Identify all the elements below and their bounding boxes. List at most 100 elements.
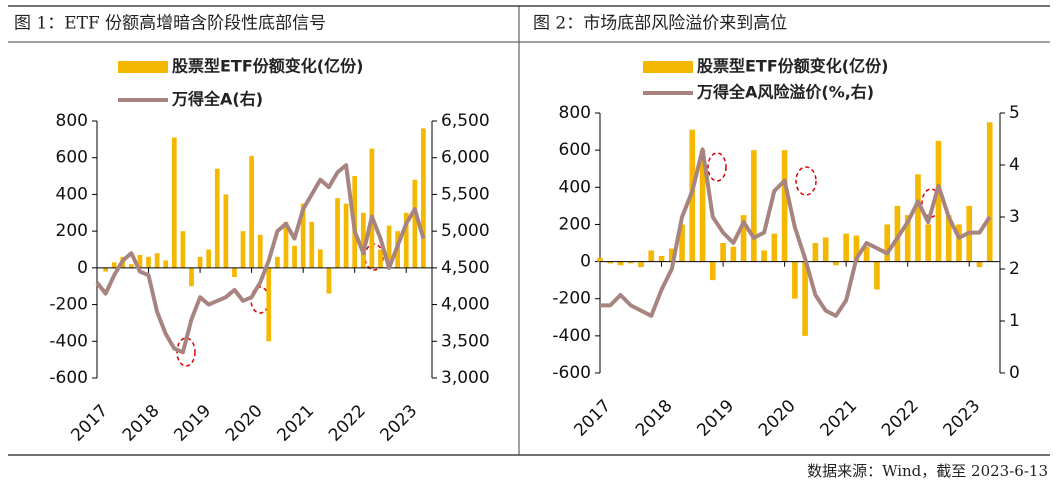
bar: [163, 260, 169, 268]
bar: [740, 215, 747, 262]
x-tick-label: 2018: [632, 396, 677, 441]
y-tick-label: 600: [56, 148, 88, 168]
y2-tick-label: 0: [1009, 363, 1020, 383]
y2-tick-label: 6,000: [441, 148, 490, 168]
bar: [292, 245, 297, 268]
bar: [412, 179, 418, 268]
legend-swatch: [118, 61, 168, 73]
y-tick-label: -200: [552, 289, 591, 309]
bar: [335, 198, 340, 268]
bar: [627, 261, 634, 264]
x-tick-label: 2021: [816, 396, 861, 441]
bar: [249, 155, 254, 268]
legend-label: 股票型ETF份额变化(亿份): [172, 57, 363, 76]
bar: [275, 256, 280, 268]
bar: [180, 231, 186, 268]
bar: [129, 264, 134, 268]
bar: [771, 233, 778, 262]
highlight: [707, 152, 727, 182]
bar: [206, 249, 212, 268]
highlight: [795, 166, 817, 196]
bar: [751, 150, 757, 262]
y-tick-label: 200: [56, 221, 88, 241]
bar: [904, 215, 911, 262]
bar: [326, 267, 332, 294]
bar: [956, 224, 962, 262]
bar: [812, 243, 819, 262]
y-tick-label: -400: [49, 331, 88, 351]
bar: [343, 203, 349, 268]
bar: [730, 246, 737, 262]
bar: [945, 215, 952, 262]
bar: [884, 224, 891, 262]
x-tick-label: 2020: [755, 396, 800, 441]
y2-tick-label: 4,000: [441, 295, 490, 315]
x-tick-label: 2017: [67, 401, 112, 446]
y2-tick-label: 6,500: [441, 111, 490, 131]
bar: [699, 150, 706, 262]
bar: [720, 243, 726, 262]
legend-label: 万得全A风险溢价(%,右): [696, 83, 874, 102]
bar: [240, 231, 246, 268]
chart-title: 图 2：市场底部风险溢价来到高位: [533, 14, 787, 34]
bar: [792, 261, 798, 299]
bar: [309, 221, 315, 268]
bar: [146, 256, 151, 268]
x-tick-label: 2022: [878, 396, 923, 441]
bar: [103, 267, 108, 272]
bar: [638, 261, 644, 268]
bar: [266, 267, 272, 342]
x-tick-label: 2018: [119, 401, 164, 446]
bar: [403, 212, 409, 268]
bar: [386, 225, 392, 268]
y-tick-label: -200: [49, 295, 88, 315]
bar: [597, 257, 603, 262]
bar: [976, 261, 983, 268]
y-tick-label: 0: [580, 252, 591, 272]
y2-tick-label: 5,500: [441, 184, 490, 204]
highlight: [176, 337, 196, 367]
bar: [802, 261, 808, 336]
y-tick-label: 200: [559, 214, 591, 234]
y-tick-label: -600: [552, 363, 591, 383]
y2-tick-label: 1: [1009, 311, 1020, 331]
chart-title: 图 1：ETF 份额高增暗含阶段性底部信号: [14, 14, 326, 34]
y2-tick-label: 2: [1009, 259, 1020, 279]
x-tick-label: 2023: [377, 401, 422, 446]
bar: [189, 267, 194, 287]
y-tick-label: 800: [56, 111, 88, 131]
y2-tick-label: 4,500: [441, 258, 490, 278]
bar: [658, 256, 665, 262]
x-tick-label: 2019: [693, 396, 738, 441]
bar: [894, 205, 901, 262]
bar: [214, 168, 220, 268]
x-tick-label: 2022: [325, 401, 370, 446]
legend-swatch: [643, 61, 693, 73]
y-tick-label: -400: [552, 326, 591, 346]
y2-tick-label: 4: [1009, 155, 1020, 175]
y-tick-label: 400: [56, 184, 88, 204]
line: [95, 163, 426, 355]
bar: [648, 250, 655, 262]
bar: [283, 221, 289, 268]
bar: [679, 224, 685, 262]
y-tick-label: 400: [559, 177, 591, 197]
y2-tick-label: 3: [1009, 207, 1020, 227]
x-tick-label: 2021: [273, 401, 318, 446]
bar: [137, 255, 143, 268]
bar: [317, 249, 323, 268]
bar: [843, 233, 849, 262]
bar: [986, 122, 993, 262]
bar: [421, 128, 426, 268]
bar: [915, 174, 921, 262]
bar: [378, 249, 383, 268]
y-tick-label: -600: [49, 368, 88, 388]
bar: [822, 237, 829, 262]
bar: [232, 267, 237, 278]
bar: [257, 234, 263, 268]
bar: [935, 140, 942, 262]
bar: [111, 262, 117, 268]
bar: [171, 137, 177, 268]
